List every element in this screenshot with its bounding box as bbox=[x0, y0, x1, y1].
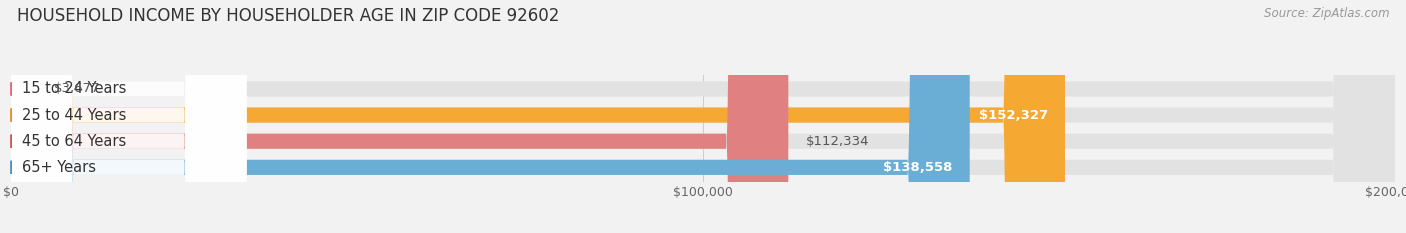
FancyBboxPatch shape bbox=[11, 0, 789, 233]
FancyBboxPatch shape bbox=[11, 0, 1395, 233]
Text: 25 to 44 Years: 25 to 44 Years bbox=[21, 108, 127, 123]
Text: $112,334: $112,334 bbox=[806, 135, 869, 148]
FancyBboxPatch shape bbox=[11, 0, 246, 233]
FancyBboxPatch shape bbox=[11, 0, 1064, 233]
FancyBboxPatch shape bbox=[11, 0, 1395, 233]
Text: 15 to 24 Years: 15 to 24 Years bbox=[21, 82, 127, 96]
FancyBboxPatch shape bbox=[11, 0, 246, 233]
Text: $152,327: $152,327 bbox=[979, 109, 1047, 122]
Text: HOUSEHOLD INCOME BY HOUSEHOLDER AGE IN ZIP CODE 92602: HOUSEHOLD INCOME BY HOUSEHOLDER AGE IN Z… bbox=[17, 7, 560, 25]
FancyBboxPatch shape bbox=[11, 0, 37, 233]
FancyBboxPatch shape bbox=[11, 0, 246, 233]
Text: Source: ZipAtlas.com: Source: ZipAtlas.com bbox=[1264, 7, 1389, 20]
Text: $3,677: $3,677 bbox=[53, 82, 100, 96]
Text: $138,558: $138,558 bbox=[883, 161, 952, 174]
FancyBboxPatch shape bbox=[11, 0, 970, 233]
Text: 45 to 64 Years: 45 to 64 Years bbox=[21, 134, 127, 149]
Text: 65+ Years: 65+ Years bbox=[21, 160, 96, 175]
FancyBboxPatch shape bbox=[11, 0, 1395, 233]
FancyBboxPatch shape bbox=[11, 0, 1395, 233]
FancyBboxPatch shape bbox=[11, 0, 246, 233]
